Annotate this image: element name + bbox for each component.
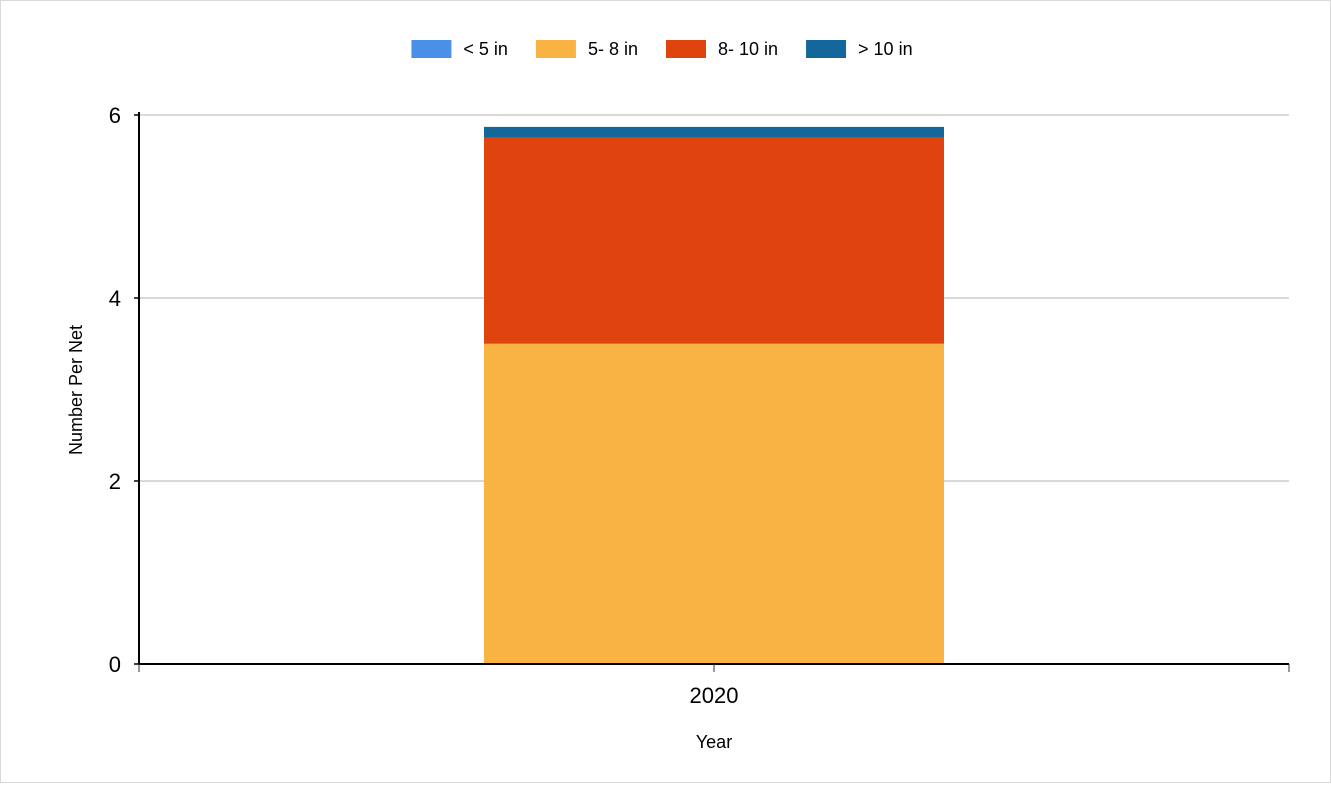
legend-label: > 10 in [858,39,913,59]
tick-labels: 0 2 4 6 2020 [109,103,739,708]
legend-label: 8- 10 in [718,39,778,59]
y-axis-label: Number Per Net [66,325,86,455]
legend-swatch [806,40,847,58]
y-tick-label: 4 [109,286,121,311]
y-tick-label: 6 [109,103,121,128]
legend-swatch [535,40,576,58]
bar-segment-3[interactable] [484,137,944,344]
bars [484,126,944,664]
x-tick-label: 2020 [690,683,739,708]
legend-item[interactable]: < 5 in [411,39,508,59]
legend-label: < 5 in [463,39,508,59]
legend-item[interactable]: 5- 8 in [535,39,638,59]
legend-item[interactable]: 8- 10 in [665,39,778,59]
legend-item[interactable]: > 10 in [806,39,913,59]
legend: < 5 in 5- 8 in 8- 10 in > 10 in [411,39,913,59]
y-tick-label: 2 [109,469,121,494]
bar-segment-2[interactable] [484,343,944,664]
legend-swatch [411,40,452,58]
legend-swatch [665,40,706,58]
y-tick-label: 0 [109,652,121,677]
bar-segment-4[interactable] [484,126,944,138]
legend-label: 5- 8 in [588,39,638,59]
x-axis-label: Year [696,732,732,752]
